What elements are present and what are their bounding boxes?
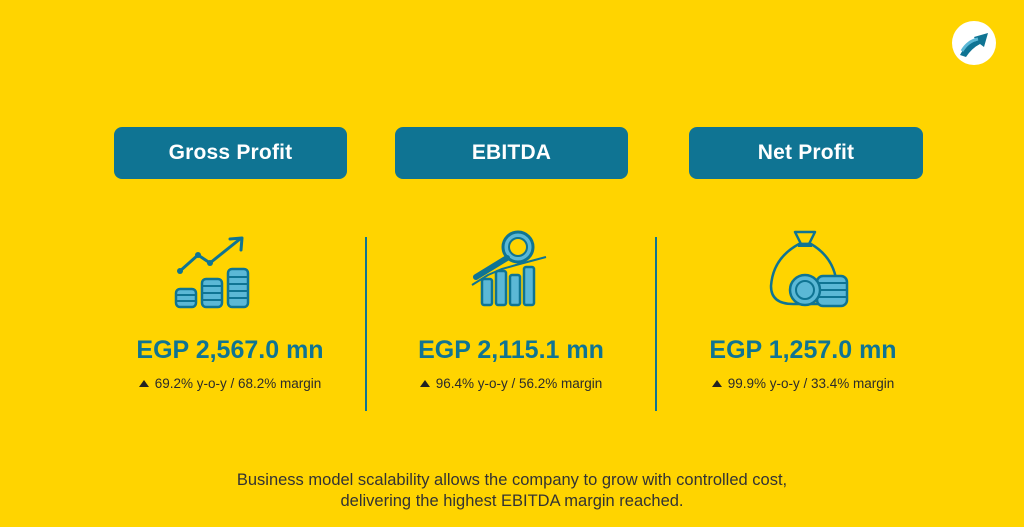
net-profit-value: EGP 1,257.0 mn [709, 336, 897, 364]
net-profit-title: Net Profit [689, 127, 923, 179]
column-divider [655, 237, 657, 411]
column-divider [365, 237, 367, 411]
growth-chart-coins-icon [174, 236, 250, 309]
ebitda-title: EBITDA [395, 127, 628, 179]
gross-profit-value: EGP 2,567.0 mn [136, 336, 324, 364]
gross-profit-growth-note: 69.2% y-o-y / 68.2% margin [80, 376, 380, 391]
company-logo [952, 21, 996, 65]
footer-line-1: Business model scalability allows the co… [236, 471, 788, 489]
gross-profit-note-text: 69.2% y-o-y / 68.2% margin [154, 376, 322, 391]
net-profit-growth-note: 99.9% y-o-y / 33.4% margin [653, 376, 953, 391]
ebitda-growth-note: 96.4% y-o-y / 56.2% margin [361, 376, 661, 391]
net-profit-note-text: 99.9% y-o-y / 33.4% margin [727, 376, 895, 391]
up-triangle-icon [711, 380, 722, 387]
up-triangle-icon [138, 380, 149, 387]
ebitda-note-text: 96.4% y-o-y / 56.2% margin [435, 376, 603, 391]
footer-line-2: delivering the highest EBITDA margin rea… [340, 492, 684, 510]
footer-caption: Business model scalability allows the co… [0, 470, 1024, 512]
gross-profit-title: Gross Profit [114, 127, 347, 179]
magnifier-bar-chart-icon [471, 230, 547, 307]
up-triangle-icon [419, 380, 430, 387]
ebitda-value: EGP 2,115.1 mn [418, 336, 604, 364]
money-bag-coins-icon [769, 230, 849, 308]
arrow-up-right-logo-icon [960, 33, 988, 57]
